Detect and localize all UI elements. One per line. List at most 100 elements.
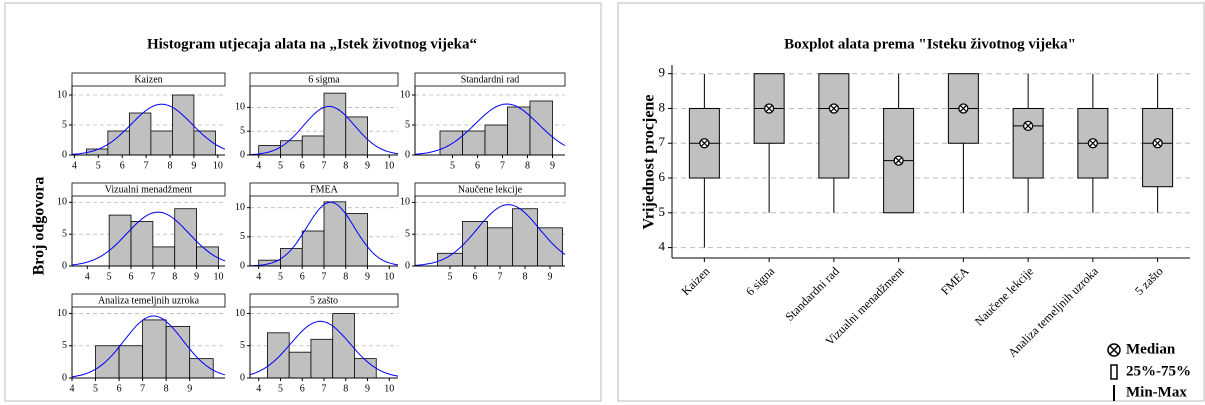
panel-title-box — [71, 293, 226, 308]
median-cross — [1024, 122, 1032, 130]
x-tick-label: 10 — [384, 160, 394, 171]
panel-title: Analiza temeljnih uzroka — [98, 295, 200, 306]
x-tick-label: 8 — [343, 383, 348, 394]
x-tick-label: 6 — [117, 383, 122, 394]
y-tick-label: 10 — [400, 197, 410, 208]
bar — [512, 208, 538, 267]
y-tick-label: 0 — [62, 260, 67, 271]
y-tick-label: 5 — [240, 231, 245, 242]
hist-title: Histogram utjecaja alata na „Istek život… — [147, 36, 477, 52]
y-tick-label: 5 — [240, 340, 245, 351]
y-tick-label: 10 — [57, 308, 67, 319]
x-tick-label: 10 — [213, 160, 223, 171]
x-tick-label: 4 — [85, 271, 90, 282]
panel-title: 5 zašto — [310, 295, 338, 306]
normal-fit — [71, 103, 226, 155]
y-tick-label: 7 — [659, 134, 666, 149]
median-cross — [1154, 139, 1162, 147]
x-tick-label: 7 — [498, 271, 503, 282]
median-marker — [958, 103, 969, 114]
bar — [323, 92, 347, 156]
x-tick-label: 9 — [365, 383, 370, 394]
x-tick-label: 5 — [450, 160, 455, 171]
normal-fit — [71, 211, 226, 266]
y-tick-label: 6 — [659, 169, 666, 184]
x-tick-label: 6 — [129, 271, 134, 282]
x-tick-label: 5 — [278, 160, 283, 171]
median-marker — [1152, 138, 1163, 149]
y-tick-label: 5 — [62, 228, 67, 239]
x-tick-label: 10 — [213, 271, 223, 282]
x-tick-label: 4 — [256, 383, 261, 394]
bar — [529, 100, 553, 156]
x-tick-label: 8 — [523, 271, 528, 282]
y-tick-label: 0 — [240, 260, 245, 271]
x-tick-label: 7 — [150, 271, 155, 282]
x-tick-label: 6 — [120, 160, 125, 171]
x-tick-label: 7 — [144, 160, 149, 171]
bar — [130, 221, 154, 267]
bar — [537, 227, 563, 267]
x-tick-label: 9 — [365, 271, 370, 282]
x-tick-label: 6 — [475, 160, 480, 171]
median-cross — [895, 157, 903, 165]
y-tick-label: 0 — [405, 149, 410, 160]
y-tick-label: 0 — [62, 372, 67, 383]
bar — [150, 130, 173, 156]
x-tick-label: 6 — [473, 271, 478, 282]
panel-title: Standardni rad — [461, 74, 520, 85]
x-tick-label: 7 — [322, 271, 327, 282]
bar — [345, 213, 368, 267]
x-tick-label: 9 — [548, 271, 553, 282]
x-tick-label: 4 — [256, 271, 261, 282]
bar — [172, 94, 195, 156]
y-tick-label: 0 — [240, 149, 245, 160]
x-tick-label: 9 — [187, 383, 192, 394]
panel-title: Kaizen — [134, 74, 162, 85]
median-marker — [828, 103, 840, 114]
x-tick-label: 7 — [322, 160, 327, 171]
median-cross — [700, 139, 708, 147]
bar — [310, 338, 334, 379]
x-tick-label: 9 — [194, 271, 199, 282]
y-tick-label: 5 — [62, 340, 67, 351]
normal-fit — [71, 315, 226, 378]
panel-title-box — [71, 182, 226, 197]
median-marker — [1087, 138, 1099, 149]
panel-title: FMEA — [310, 184, 339, 195]
y-tick-label: 5 — [659, 204, 666, 219]
bar — [507, 106, 531, 156]
panel-title-box — [249, 293, 399, 308]
normal-fit — [249, 201, 399, 267]
box-y-label: Vrijednost procjene — [641, 95, 658, 230]
bar — [280, 140, 303, 156]
bar — [118, 345, 144, 379]
y-tick-label: 0 — [240, 372, 245, 383]
median-cross — [1089, 139, 1097, 147]
panel-title: Naučene lekcije — [458, 184, 523, 195]
y-tick-label: 5 — [405, 119, 410, 130]
bar — [323, 201, 347, 267]
median-cross — [830, 104, 838, 113]
bar — [301, 230, 325, 267]
panel-title-box — [249, 72, 399, 87]
x-tick-label: 10 — [384, 383, 394, 394]
x-tick-label: 10 — [384, 271, 394, 282]
panel-title-box — [249, 182, 399, 197]
x-tick-label: 4 — [70, 383, 75, 394]
normal-fit — [249, 320, 399, 377]
bar — [462, 221, 488, 267]
y-tick-label: 5 — [62, 119, 67, 130]
panel-title-box — [414, 182, 566, 197]
x-tick-label: 5 — [96, 160, 101, 171]
x-tick-label: 9 — [550, 160, 555, 171]
y-tick-label: 10 — [235, 102, 245, 113]
x-tick-label: 8 — [172, 271, 177, 282]
x-tick-label: 8 — [164, 383, 169, 394]
normal-fit — [249, 105, 399, 156]
median-marker — [763, 103, 775, 114]
x-tick-label: 5 — [448, 271, 453, 282]
bar — [193, 130, 216, 156]
x-tick-label: 5 — [107, 271, 112, 282]
